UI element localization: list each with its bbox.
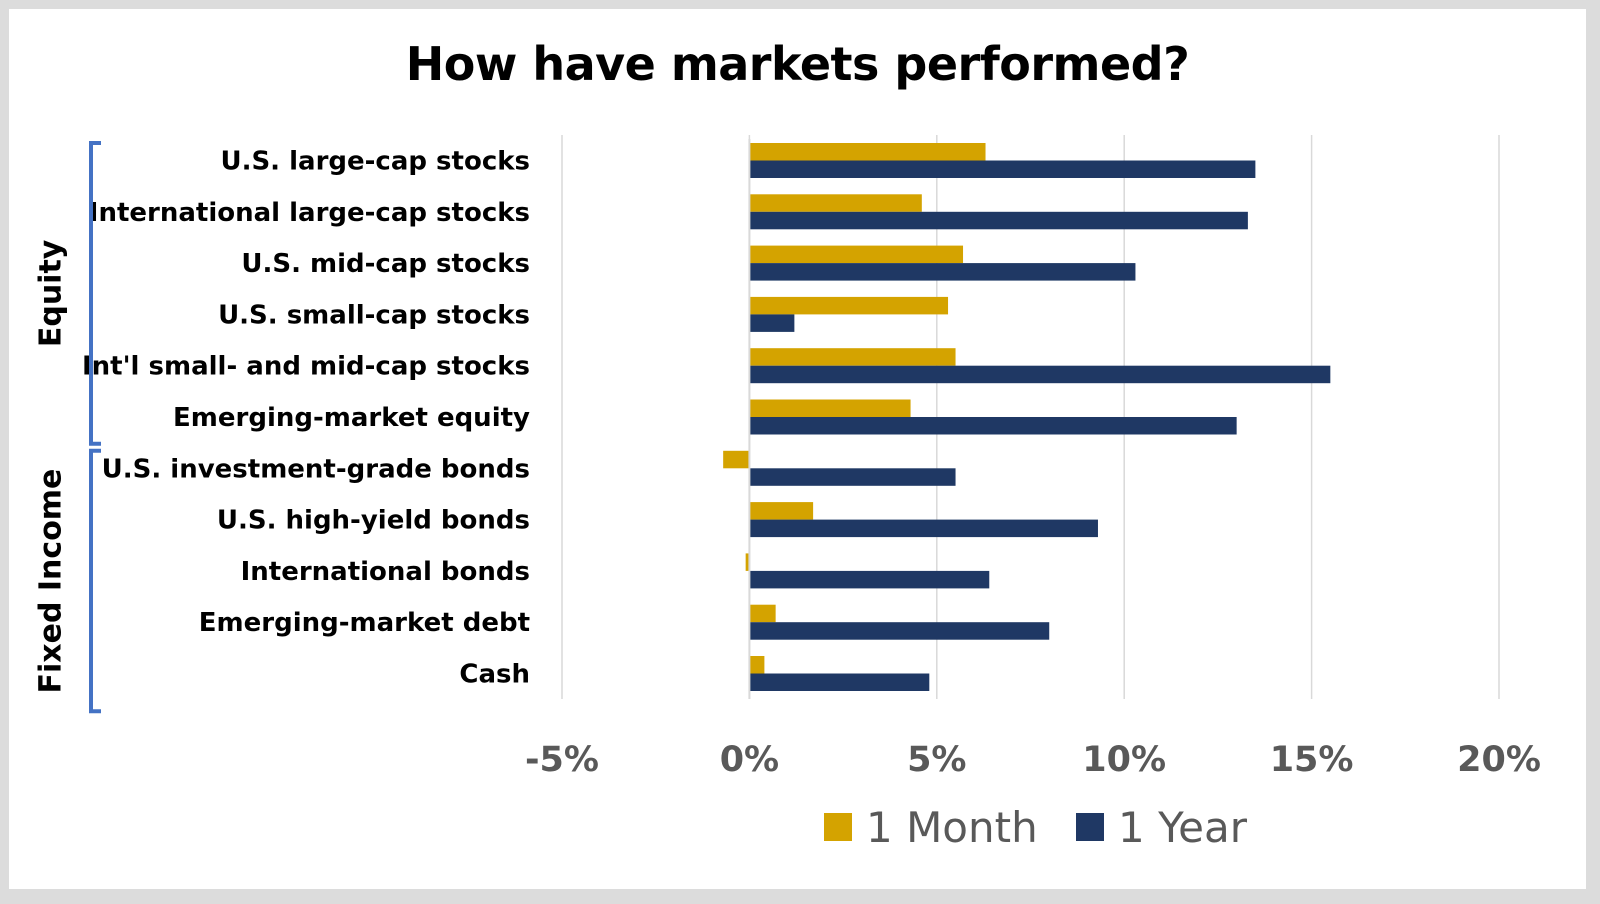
bar-year xyxy=(749,468,956,486)
group-bracket xyxy=(89,448,101,714)
x-tick-label: 10% xyxy=(1082,740,1166,780)
legend-label: 1 Month xyxy=(866,803,1038,852)
bar-month xyxy=(749,399,911,417)
bar-year xyxy=(749,365,1331,384)
bar-month xyxy=(749,296,949,315)
bar-month xyxy=(749,194,922,212)
bar-month xyxy=(749,604,776,623)
bar-year xyxy=(749,160,1256,178)
legend-swatch xyxy=(824,813,852,841)
bar-year xyxy=(749,211,1248,230)
group-bracket xyxy=(89,141,101,446)
legend-label: 1 Year xyxy=(1118,803,1248,852)
bar-year xyxy=(749,622,1050,640)
bar-chart: -5% 0% 5% 10% 15% 20% U.S. large-cap stocks Int… xyxy=(34,135,1541,852)
group-label: Equity xyxy=(34,239,69,347)
x-tick-label: 15% xyxy=(1270,740,1354,780)
category-label: Emerging-market debt xyxy=(199,608,530,638)
legend-swatch xyxy=(1076,813,1104,841)
category-label: Emerging-market equity xyxy=(173,403,530,433)
bar-year xyxy=(749,519,1098,538)
bar-year xyxy=(749,417,1237,435)
category-label: U.S. small-cap stocks xyxy=(218,300,530,330)
x-tick-label: 20% xyxy=(1457,740,1541,780)
x-tick-label: -5% xyxy=(525,740,599,780)
x-tick-label: 5% xyxy=(907,740,966,780)
bar-month xyxy=(745,553,750,571)
bar-year xyxy=(749,673,930,691)
category-label: U.S. high-yield bonds xyxy=(217,506,530,536)
category-label: Int'l small- and mid-cap stocks xyxy=(82,352,530,382)
bar-month xyxy=(749,656,765,674)
bar-year xyxy=(749,570,990,589)
category-label: U.S. mid-cap stocks xyxy=(241,249,530,279)
bar-month xyxy=(723,450,750,469)
chart-title: How have markets performed? xyxy=(405,37,1190,91)
category-label: U.S. investment-grade bonds xyxy=(102,454,530,484)
bar-month xyxy=(749,245,964,264)
bar-year xyxy=(749,263,1136,281)
category-label: International bonds xyxy=(241,557,530,587)
x-tick-label: 0% xyxy=(720,740,779,780)
bar-month xyxy=(749,143,986,161)
bar-year xyxy=(749,314,795,332)
category-label: U.S. large-cap stocks xyxy=(220,147,530,177)
category-label: International large-cap stocks xyxy=(89,198,530,228)
chart-frame: How have markets performed? -5% 0% 5% 10% 15… xyxy=(9,9,1586,889)
category-label: Cash xyxy=(459,660,530,690)
bar-month xyxy=(749,348,956,366)
bar-month xyxy=(749,502,814,520)
group-label: Fixed Income xyxy=(34,469,69,694)
